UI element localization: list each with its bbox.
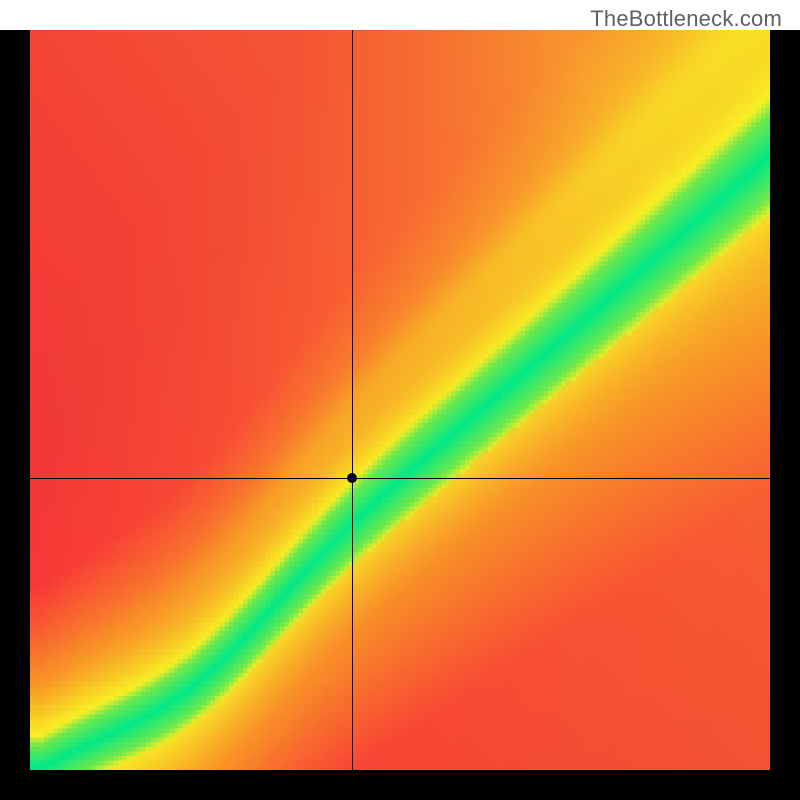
crosshair-horizontal [30, 478, 770, 479]
crosshair-vertical [352, 30, 353, 770]
marker-point [347, 473, 357, 483]
plot-outer-border [0, 30, 800, 800]
watermark-text: TheBottleneck.com [590, 6, 782, 32]
heatmap-canvas [30, 30, 770, 770]
plot-area [30, 30, 770, 770]
